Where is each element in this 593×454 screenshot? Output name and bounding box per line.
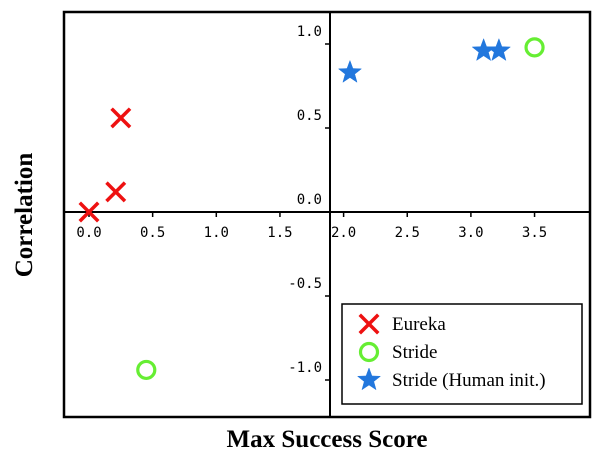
y-tick-label: 0.0 (297, 192, 322, 208)
y-axis-label: Correlation (11, 153, 38, 278)
legend-marker-stride (358, 341, 380, 363)
y-tick-labels: -1.0 -0.5 0.0 0.5 1.0 (288, 24, 322, 376)
y-tick-label: 0.5 (297, 108, 322, 124)
x-tick-label: 3.5 (522, 225, 547, 241)
stride-point (524, 37, 545, 58)
legend-box (341, 303, 583, 405)
y-tick-label: 1.0 (297, 24, 322, 40)
x-tick-label: 2.0 (331, 225, 356, 241)
x-tick-label: 1.0 (204, 225, 229, 241)
plot-border (62, 10, 592, 419)
x-tick-label: 0.0 (76, 225, 101, 241)
stride-human-init-point (337, 59, 363, 83)
data-points (78, 37, 545, 381)
x-tick-label: 0.5 (140, 225, 165, 241)
y-tick-label: -1.0 (288, 360, 322, 376)
stride-human-init-point (486, 37, 512, 62)
eureka-point (110, 107, 132, 129)
x-tick-labels: 0.0 0.5 1.0 1.5 2.0 2.5 3.0 3.5 (76, 225, 547, 241)
legend-marker-eureka (358, 313, 380, 335)
axes (64, 12, 590, 417)
x-tick-label: 2.5 (395, 225, 420, 241)
legend-label-stride-human-init: Stride (Human init.) (392, 370, 546, 391)
eureka-point (105, 181, 127, 203)
legend-marker-stride-human-init (356, 367, 382, 391)
x-tick-label: 1.5 (267, 225, 292, 241)
x-axis-label: Max Success Score (227, 426, 428, 453)
plot-frame (62, 10, 592, 419)
y-tick-label: -0.5 (288, 276, 322, 292)
legend: Eureka Stride Stride (Human init.) (341, 303, 583, 405)
legend-label-eureka: Eureka (392, 314, 446, 335)
stride-point (136, 359, 157, 381)
eureka-point (78, 201, 100, 223)
x-tick-label: 3.0 (458, 225, 483, 241)
legend-label-stride: Stride (392, 342, 437, 363)
